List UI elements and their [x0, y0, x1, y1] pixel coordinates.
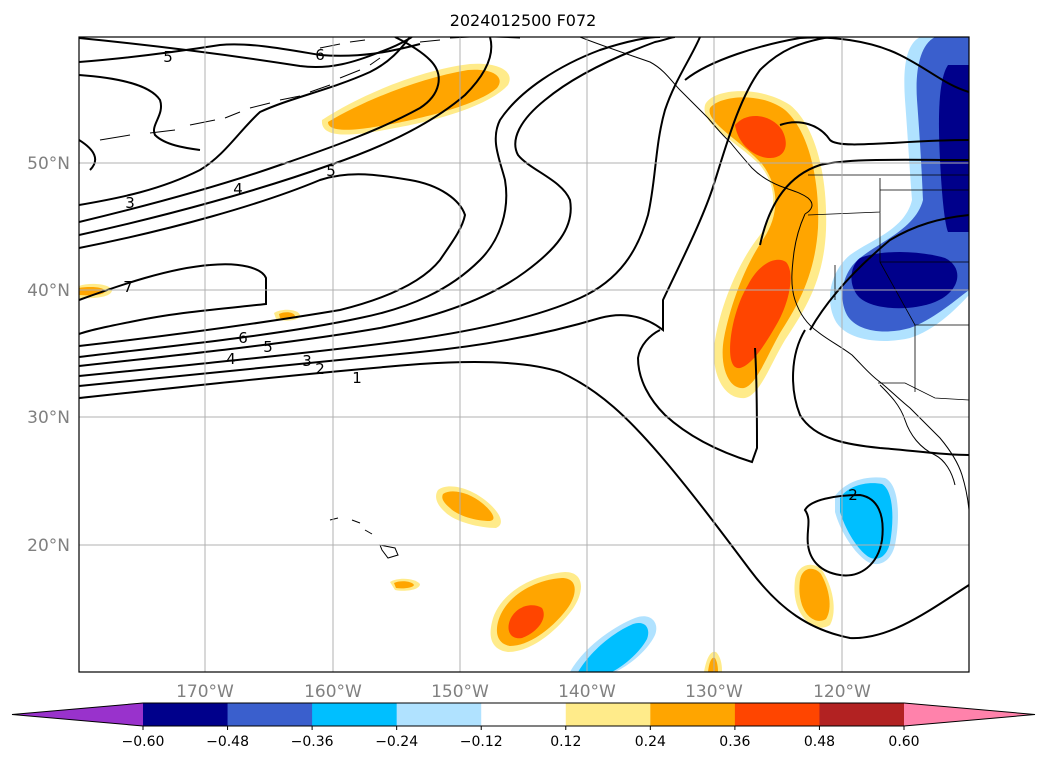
lon-label: 130°W: [685, 682, 743, 702]
contour-line: [759, 158, 969, 246]
colorbar-tick-label: −0.36: [291, 734, 334, 750]
contour-label: 6: [315, 46, 325, 64]
chart-title: 2024012500 F072: [450, 11, 597, 30]
border-layer: [807, 174, 969, 401]
contour-line: [79, 139, 97, 171]
colorbar-segment: [734, 703, 820, 726]
colorbar-tick-label: −0.60: [122, 734, 165, 750]
colorbar-tick-label: 0.24: [635, 734, 666, 750]
contour-line: [809, 214, 969, 331]
lon-label: 140°W: [558, 682, 616, 702]
field-hawaii-positive: [442, 491, 494, 521]
lon-label: 160°W: [304, 682, 362, 702]
coastline-alaska: [99, 39, 381, 141]
contour-label: 3: [125, 194, 135, 212]
lat-label: 50°N: [27, 154, 70, 174]
field-subtropical-negative: [840, 483, 893, 559]
contour-label: 2: [315, 360, 325, 378]
colorbar-tick-label: 0.48: [804, 734, 835, 750]
field-south-strong: [508, 605, 544, 639]
colorbar-segment: [143, 703, 229, 726]
colorbar-segment: [312, 703, 398, 726]
field-aleutian-positive: [328, 69, 500, 130]
contour-label: 7: [123, 278, 133, 296]
colorbar: −0.60 −0.48 −0.36 −0.24 −0.12 0.12 0.24 0.36 0.4…: [11, 702, 1036, 750]
lon-label: 170°W: [176, 682, 234, 702]
contour-line: [79, 37, 440, 223]
field-small-positive: [394, 581, 414, 589]
colorbar-tick-label: −0.12: [460, 734, 503, 750]
map-frame: [78, 36, 970, 673]
colorbar-tick-label: 0.12: [550, 734, 581, 750]
contour-line: [79, 37, 701, 377]
contour-line: [79, 37, 493, 236]
contour-label: 1: [352, 369, 362, 387]
colorbar-segment: [227, 703, 313, 726]
contour-line: [79, 37, 411, 206]
field-south-negative: [578, 622, 649, 672]
contour-label: 5: [163, 48, 173, 66]
coastline-layer: [99, 37, 969, 559]
contour-line: [684, 37, 969, 93]
contour-line: [79, 37, 676, 367]
contour-line: [79, 263, 267, 335]
contour-line: [792, 329, 969, 456]
contour-label: 2: [848, 486, 858, 504]
colorbar-extension-high: [904, 703, 1035, 726]
field-coastal-strong: [735, 115, 786, 158]
graticule: [79, 37, 969, 672]
latitude-labels: 50°N 40°N 30°N 20°N: [27, 154, 70, 556]
contour-layer: [79, 37, 969, 640]
colorbar-tick-label: −0.24: [375, 734, 418, 750]
field-coastal-strong: [730, 259, 791, 369]
lat-label: 20°N: [27, 536, 70, 556]
field-bottom-positive: [708, 657, 718, 672]
border-us-mexico: [878, 382, 969, 401]
longitude-labels: 170°W 160°W 150°W 140°W 130°W 120°W: [176, 682, 871, 702]
contour-line: [79, 361, 969, 640]
colorbar-segment: [396, 703, 482, 726]
contour-line: [79, 37, 661, 358]
contour-label: 3: [302, 352, 312, 370]
colorbar-segment: [650, 703, 736, 726]
contour-line: [79, 43, 421, 63]
lat-label: 30°N: [27, 408, 70, 428]
contour-line: [79, 37, 831, 387]
contour-label-layer: 5 6 3 4 5 7 6 5 4 3 2 1 2: [123, 46, 858, 504]
lat-label: 40°N: [27, 281, 70, 301]
lon-label: 120°W: [813, 682, 871, 702]
border-us-states: [807, 178, 969, 392]
colorbar-segment: [481, 703, 567, 726]
contour-label: 6: [238, 329, 248, 347]
contour-line: [79, 37, 413, 69]
map-background: [79, 37, 969, 672]
colorbar-tick-label: −0.48: [206, 734, 249, 750]
field-baja-positive: [799, 568, 830, 621]
contour-line: [636, 329, 759, 464]
colorbar-tick-label: 0.60: [888, 734, 919, 750]
contour-line: [79, 173, 467, 347]
coastline-baja: [879, 384, 956, 486]
contour-label: 4: [233, 180, 243, 198]
contour-line: [79, 74, 201, 151]
colorbar-segment: [565, 703, 651, 726]
contour-line: [803, 493, 884, 577]
colorbar-segment: [819, 703, 905, 726]
coastline-us-west: [791, 213, 969, 511]
contour-line: [779, 121, 969, 146]
coastline-british-columbia: [579, 37, 813, 215]
contour-label: 5: [326, 162, 336, 180]
contour-label: 5: [263, 338, 273, 356]
colorbar-tick-label: 0.36: [719, 734, 750, 750]
colorbar-extension-low: [12, 703, 143, 726]
lon-label: 150°W: [431, 682, 489, 702]
contour-label: 4: [226, 350, 236, 368]
coastline-hawaii: [329, 517, 399, 559]
field-inland-strong-negative: [851, 252, 958, 309]
